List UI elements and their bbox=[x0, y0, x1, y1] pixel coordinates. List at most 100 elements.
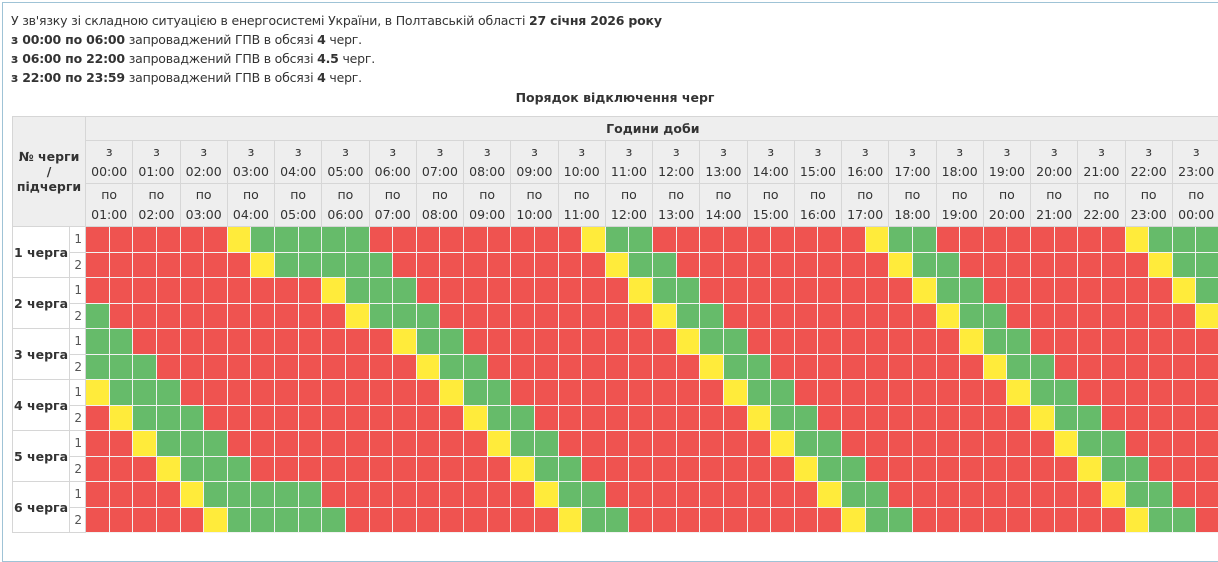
schedule-cell-off bbox=[653, 380, 677, 406]
schedule-cell-off bbox=[842, 380, 866, 406]
schedule-cell-off bbox=[227, 252, 251, 278]
schedule-cell-on bbox=[109, 354, 133, 380]
to-time: 06:00 bbox=[322, 205, 368, 225]
schedule-cell-on bbox=[534, 456, 558, 482]
intro-line-1: з 00:00 по 06:00 запроваджений ГПВ в обс… bbox=[11, 30, 662, 49]
schedule-cell-off bbox=[440, 431, 464, 457]
subqueue-number: 2 bbox=[70, 252, 86, 278]
to-time: 02:00 bbox=[133, 205, 179, 225]
schedule-cell-off bbox=[322, 405, 346, 431]
schedule-cell-off bbox=[1101, 380, 1125, 406]
from-prefix: з bbox=[984, 142, 1030, 162]
queue-label: 1 черга bbox=[13, 227, 70, 278]
schedule-cell-off bbox=[133, 482, 157, 508]
schedule-cell-off bbox=[86, 456, 110, 482]
period-suffix: черг. bbox=[326, 32, 362, 47]
schedule-cell-off bbox=[487, 507, 511, 533]
schedule-cell-off bbox=[700, 456, 724, 482]
schedule-cell-off bbox=[393, 227, 417, 253]
to-prefix: по bbox=[133, 185, 179, 205]
to-time: 22:00 bbox=[1078, 205, 1124, 225]
schedule-cell-on bbox=[440, 354, 464, 380]
to-prefix: по bbox=[228, 185, 274, 205]
schedule-cell-possible bbox=[794, 456, 818, 482]
schedule-cell-off bbox=[369, 405, 393, 431]
schedule-cell-off bbox=[227, 380, 251, 406]
schedule-cell-off bbox=[558, 329, 582, 355]
schedule-cell-off bbox=[298, 456, 322, 482]
schedule-cell-off bbox=[1007, 252, 1031, 278]
schedule-cell-off bbox=[345, 507, 369, 533]
schedule-cell-off bbox=[487, 227, 511, 253]
schedule-cell-on bbox=[700, 329, 724, 355]
schedule-cell-off bbox=[676, 354, 700, 380]
schedule-cell-possible bbox=[842, 507, 866, 533]
to-prefix: по bbox=[511, 185, 557, 205]
schedule-cell-on bbox=[1054, 380, 1078, 406]
queue-amount: 4 bbox=[317, 70, 326, 85]
schedule-cell-off bbox=[842, 227, 866, 253]
schedule-cell-off bbox=[582, 431, 606, 457]
period-suffix: черг. bbox=[339, 51, 375, 66]
schedule-cell-off bbox=[960, 227, 984, 253]
schedule-cell-off bbox=[842, 405, 866, 431]
subqueue-number: 2 bbox=[70, 303, 86, 329]
schedule-cell-on bbox=[818, 456, 842, 482]
schedule-cell-off bbox=[204, 278, 228, 304]
schedule-cell-off bbox=[912, 380, 936, 406]
schedule-cell-off bbox=[227, 303, 251, 329]
schedule-cell-off bbox=[1031, 482, 1055, 508]
to-time: 13:00 bbox=[653, 205, 699, 225]
period: з 06:00 по 22:00 bbox=[11, 51, 125, 66]
schedule-cell-off bbox=[582, 380, 606, 406]
schedule-cell-off bbox=[1172, 431, 1196, 457]
schedule-cell-off bbox=[1054, 303, 1078, 329]
schedule-cell-on bbox=[227, 456, 251, 482]
schedule-cell-off bbox=[251, 431, 275, 457]
schedule-cell-off bbox=[534, 405, 558, 431]
schedule-cell-off bbox=[86, 431, 110, 457]
schedule-cell-off bbox=[912, 507, 936, 533]
to-time: 05:00 bbox=[275, 205, 321, 225]
schedule-cell-off bbox=[298, 380, 322, 406]
to-time: 14:00 bbox=[700, 205, 746, 225]
schedule-cell-on bbox=[1172, 507, 1196, 533]
schedule-cell-on bbox=[86, 354, 110, 380]
schedule-cell-possible bbox=[534, 482, 558, 508]
schedule-cell-off bbox=[1054, 252, 1078, 278]
schedule-cell-possible bbox=[322, 278, 346, 304]
schedule-cell-off bbox=[1172, 354, 1196, 380]
to-time: 20:00 bbox=[984, 205, 1030, 225]
subqueue-number: 1 bbox=[70, 227, 86, 253]
schedule-cell-possible bbox=[558, 507, 582, 533]
schedule-cell-off bbox=[369, 431, 393, 457]
schedule-cell-on bbox=[771, 405, 795, 431]
schedule-cell-off bbox=[1196, 329, 1218, 355]
schedule-cell-off bbox=[440, 482, 464, 508]
schedule-cell-off bbox=[534, 278, 558, 304]
schedule-cell-off bbox=[605, 405, 629, 431]
schedule-cell-off bbox=[676, 431, 700, 457]
schedule-cell-on bbox=[487, 380, 511, 406]
schedule-cell-off bbox=[487, 354, 511, 380]
from-prefix: з bbox=[275, 142, 321, 162]
schedule-cell-off bbox=[440, 227, 464, 253]
to-prefix: по bbox=[370, 185, 416, 205]
schedule-cell-off bbox=[865, 278, 889, 304]
schedule-cell-on bbox=[558, 456, 582, 482]
schedule-cell-off bbox=[133, 507, 157, 533]
to-prefix: по bbox=[795, 185, 841, 205]
schedule-cell-off bbox=[1031, 303, 1055, 329]
schedule-cell-off bbox=[889, 405, 913, 431]
schedule-cell-off bbox=[180, 354, 204, 380]
schedule-cell-off bbox=[747, 329, 771, 355]
schedule-cell-off bbox=[653, 329, 677, 355]
schedule-cell-off bbox=[605, 278, 629, 304]
schedule-cell-off bbox=[1125, 278, 1149, 304]
period-suffix: черг. bbox=[326, 70, 362, 85]
